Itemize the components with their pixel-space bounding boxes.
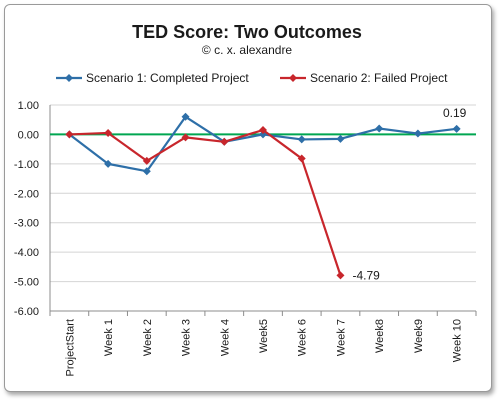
x-tick-label: Week 4 <box>219 319 231 356</box>
y-tick-label: -1.00 <box>14 159 39 171</box>
series-1-point <box>336 134 345 143</box>
series-layer <box>65 112 461 280</box>
legend-label: Scenario 2: Failed Project <box>310 71 448 85</box>
series-1-point <box>375 124 384 133</box>
series-line-2 <box>69 128 342 276</box>
series-2-point <box>220 137 229 146</box>
series-2-point <box>142 156 151 165</box>
x-tick-label: Week8 <box>374 319 386 353</box>
y-tick-label: 0.00 <box>18 129 39 141</box>
series-1-point <box>452 124 461 133</box>
series-1-point <box>297 135 306 144</box>
series-2-point <box>65 130 74 139</box>
series-1-point <box>181 112 190 121</box>
legend-label: Scenario 1: Completed Project <box>86 71 249 85</box>
chart-title: TED Score: Two Outcomes <box>132 22 362 42</box>
data-label: -4.79 <box>352 268 380 282</box>
legend-marker <box>65 74 73 82</box>
series-1-point <box>104 159 113 168</box>
series-1-point <box>142 167 151 176</box>
y-tick-label: -3.00 <box>14 218 39 230</box>
legend-marker <box>289 74 297 82</box>
y-tick-label: -2.00 <box>14 188 39 200</box>
x-tick-label: Week9 <box>413 319 425 353</box>
series-2-point <box>297 154 306 163</box>
x-tick-label: Week 10 <box>452 319 464 362</box>
series-line-1 <box>68 115 457 173</box>
x-tick-label: Week 1 <box>103 319 115 356</box>
series-1-point <box>413 129 422 138</box>
chart-subtitle: © c. x. alexandre <box>202 43 293 57</box>
series-2-point <box>259 126 267 135</box>
x-tick-label: Week5 <box>258 319 270 353</box>
series-2-point <box>181 133 190 142</box>
data-label: 0.19 <box>443 106 467 120</box>
y-tick-label: 1.00 <box>18 100 39 112</box>
x-tick-label: Week 7 <box>335 319 347 356</box>
x-tick-label: Week 6 <box>297 319 309 356</box>
series-2-point <box>336 271 345 280</box>
legend: Scenario 1: Completed Project Scenario 2:… <box>56 71 448 85</box>
chart-frame <box>4 4 492 392</box>
series-2-point <box>104 128 113 137</box>
x-tick-label: Week 3 <box>181 319 193 356</box>
annotations: 0.19 -4.79 <box>352 106 466 283</box>
y-tick-label: -4.00 <box>14 247 39 259</box>
x-tick-label: Week 2 <box>142 319 154 356</box>
y-tick-label: -5.00 <box>14 277 39 289</box>
x-tick-label: ProjectStart <box>64 319 76 376</box>
axes: 1.00 0.00 -1.00 -2.00 -3.00 -4.00 -5.00 -6.00 Pr… <box>14 100 477 376</box>
y-tick-label: -6.00 <box>14 306 39 318</box>
